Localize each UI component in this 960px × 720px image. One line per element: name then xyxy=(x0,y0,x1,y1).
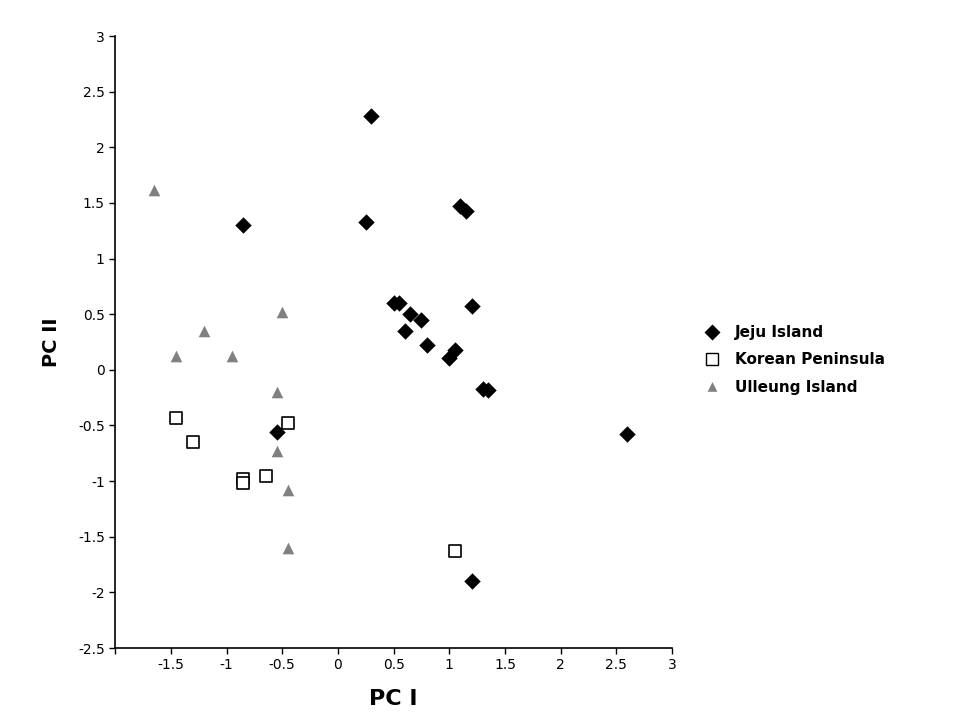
Point xyxy=(258,469,274,481)
Point xyxy=(386,297,401,309)
Point xyxy=(620,428,636,440)
Point xyxy=(453,200,468,212)
Point xyxy=(414,314,429,325)
Point xyxy=(197,325,212,337)
Point xyxy=(147,184,162,195)
Point xyxy=(269,387,284,398)
Point xyxy=(169,412,184,423)
Point xyxy=(275,306,290,318)
Point xyxy=(235,473,251,485)
Point xyxy=(235,477,251,489)
Point xyxy=(358,216,373,228)
Point xyxy=(235,220,251,231)
Point xyxy=(280,485,296,496)
Point xyxy=(481,384,496,395)
Point xyxy=(269,426,284,438)
Point xyxy=(464,301,479,312)
Y-axis label: PC II: PC II xyxy=(42,318,61,366)
Point xyxy=(225,351,240,362)
Point xyxy=(169,351,184,362)
X-axis label: PC I: PC I xyxy=(370,689,418,709)
Point xyxy=(397,325,413,337)
Point xyxy=(402,308,418,320)
Point xyxy=(420,340,435,351)
Point xyxy=(280,542,296,554)
Point xyxy=(458,205,473,217)
Point xyxy=(464,575,479,587)
Point xyxy=(475,383,491,395)
Point xyxy=(447,344,463,356)
Point xyxy=(269,445,284,456)
Point xyxy=(364,110,379,122)
Point xyxy=(447,546,463,557)
Point xyxy=(185,436,201,448)
Point xyxy=(280,418,296,429)
Legend: Jeju Island, Korean Peninsula, Ulleung Island: Jeju Island, Korean Peninsula, Ulleung I… xyxy=(691,319,891,401)
Point xyxy=(392,297,407,309)
Point xyxy=(442,352,457,364)
